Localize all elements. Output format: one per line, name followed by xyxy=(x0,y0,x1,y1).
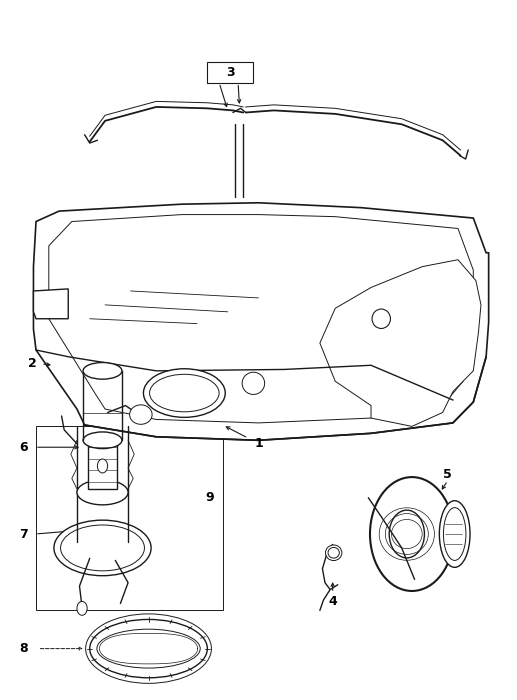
Ellipse shape xyxy=(90,620,207,678)
Ellipse shape xyxy=(97,629,200,668)
Ellipse shape xyxy=(439,500,470,568)
Circle shape xyxy=(97,459,108,473)
Text: 8: 8 xyxy=(19,642,27,655)
Circle shape xyxy=(77,601,87,615)
Text: 6: 6 xyxy=(19,441,27,454)
Polygon shape xyxy=(320,260,481,426)
Ellipse shape xyxy=(83,363,122,379)
Ellipse shape xyxy=(242,372,265,394)
Bar xyxy=(207,62,253,83)
Ellipse shape xyxy=(83,432,122,449)
Bar xyxy=(36,426,223,610)
Text: 1: 1 xyxy=(254,438,263,450)
Ellipse shape xyxy=(60,525,144,570)
Text: 4: 4 xyxy=(328,595,337,608)
Text: 5: 5 xyxy=(444,468,452,482)
Ellipse shape xyxy=(143,369,225,417)
Ellipse shape xyxy=(54,520,151,575)
Text: 2: 2 xyxy=(27,358,36,370)
Polygon shape xyxy=(34,203,489,440)
Ellipse shape xyxy=(372,309,390,328)
Ellipse shape xyxy=(149,374,219,412)
Polygon shape xyxy=(88,440,117,489)
Circle shape xyxy=(389,510,424,558)
Text: 3: 3 xyxy=(226,66,235,78)
Circle shape xyxy=(370,477,454,591)
Ellipse shape xyxy=(77,480,128,505)
Text: 7: 7 xyxy=(19,528,27,540)
Ellipse shape xyxy=(328,547,339,558)
Ellipse shape xyxy=(130,405,152,424)
Ellipse shape xyxy=(86,614,211,683)
Polygon shape xyxy=(34,289,68,318)
Text: 9: 9 xyxy=(206,491,214,504)
Ellipse shape xyxy=(326,545,342,561)
Ellipse shape xyxy=(444,508,466,561)
